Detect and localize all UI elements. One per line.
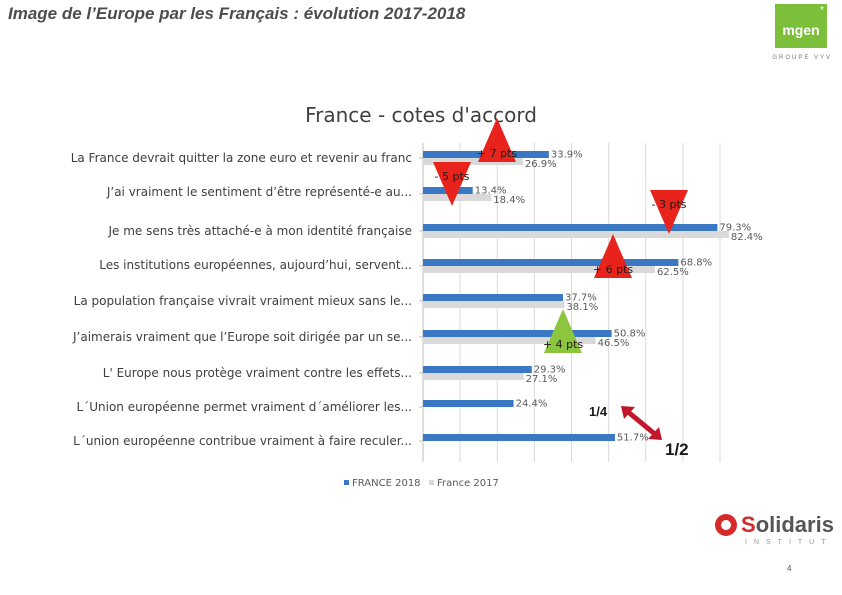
data-label-2017: 82.4% — [731, 232, 763, 243]
fraction-label: 1/4 — [589, 404, 608, 419]
solidaris-logo-mark — [715, 514, 737, 536]
mgen-logo-subtitle: GROUPE VYV — [772, 55, 832, 61]
delta-label: - 3 pts — [652, 198, 687, 211]
data-label-2017: 62.5% — [657, 267, 689, 278]
bar-2017 — [423, 373, 524, 380]
category-label: Les institutions européennes, aujourd’hu… — [99, 258, 412, 272]
bar-2017 — [423, 337, 596, 344]
legend-swatch-2018 — [344, 480, 349, 485]
category-label: L´Union européenne permet vraiment d´amé… — [76, 400, 412, 414]
fraction-label: 1/2 — [665, 440, 689, 459]
bar-2018 — [423, 434, 615, 441]
bar-2018 — [423, 366, 532, 373]
page-title: Image de l’Europe par les Français : évo… — [8, 4, 466, 23]
data-label-2018: 24.4% — [516, 399, 548, 410]
double-arrow-icon — [625, 409, 658, 437]
solidaris-logo-subtitle: INSTITUT — [745, 539, 833, 546]
data-label-2017: 38.1% — [566, 302, 598, 313]
data-label-2018: 37.7% — [565, 293, 597, 304]
bar-2018 — [423, 224, 718, 231]
legend-swatch-2017 — [429, 480, 434, 485]
decrease-triangle-icon — [433, 162, 471, 206]
data-label-2017: 27.1% — [526, 374, 558, 385]
page-number: 4 — [787, 564, 792, 573]
bar-2018 — [423, 259, 679, 266]
increase-triangle-icon — [478, 118, 516, 162]
category-label: J’ai vraiment le sentiment d’être représ… — [106, 185, 412, 199]
bar-2018 — [423, 294, 563, 301]
category-label: La France devrait quitter la zone euro e… — [70, 151, 412, 165]
solidaris-logo-text: Solidaris — [741, 512, 834, 537]
data-label-2018: 50.8% — [614, 329, 646, 340]
data-label-2017: 18.4% — [493, 195, 525, 206]
delta-label: + 7 pts — [477, 147, 518, 160]
bar-2017 — [423, 301, 565, 308]
category-label: La population française vivrait vraiment… — [73, 294, 412, 308]
mgen-logo-star: * — [820, 5, 824, 16]
arrow-head-icon — [621, 406, 635, 419]
delta-label: + 4 pts — [543, 338, 584, 351]
bar-2017 — [423, 158, 523, 165]
data-label-2018: 13.4% — [475, 186, 507, 197]
data-label-2017: 26.9% — [525, 159, 557, 170]
legend-label-2018: FRANCE 2018 — [352, 478, 421, 489]
increase-triangle-icon — [544, 309, 582, 353]
data-label-2018: 51.7% — [617, 433, 649, 444]
category-label: Je me sens très attaché-e à mon identité… — [108, 224, 412, 238]
data-label-2018: 68.8% — [680, 258, 712, 269]
increase-triangle-icon — [594, 234, 632, 278]
data-label-2017: 46.5% — [598, 338, 630, 349]
category-label: L´union européenne contribue vraiment à … — [73, 434, 412, 448]
data-label-2018: 33.9% — [551, 150, 583, 161]
bar-2018 — [423, 330, 612, 337]
bar-2017 — [423, 266, 656, 273]
decrease-triangle-icon — [650, 190, 688, 234]
delta-label: - 5 pts — [435, 170, 470, 183]
category-label: L' Europe nous protège vraiment contre l… — [102, 366, 412, 380]
delta-label: + 6 pts — [593, 263, 634, 276]
data-label-2018: 79.3% — [719, 223, 751, 234]
bar-2017 — [423, 231, 729, 238]
mgen-logo: * mgen — [775, 4, 827, 48]
bar-2017 — [423, 194, 492, 201]
bar-2018 — [423, 400, 514, 407]
legend-label-2017: France 2017 — [437, 478, 499, 489]
data-label-2018: 29.3% — [534, 365, 566, 376]
arrow-head-icon — [648, 427, 662, 440]
category-label: J’aimerais vraiment que l’Europe soit di… — [73, 330, 412, 344]
mgen-logo-text: mgen — [782, 22, 820, 38]
